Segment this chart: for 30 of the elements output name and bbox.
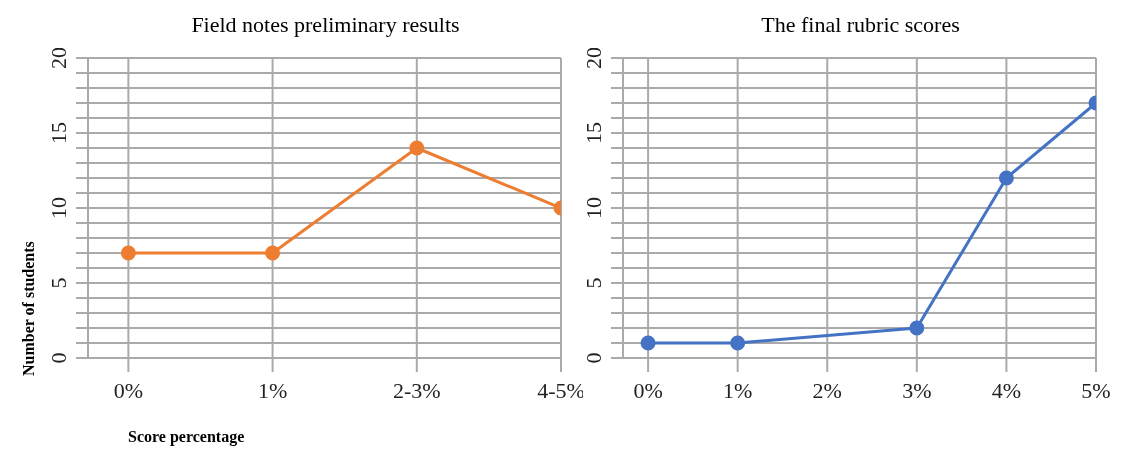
chart-title: The final rubric scores [760,12,961,38]
x-axis-title: Score percentage [128,428,245,446]
x-tick-label: 1% [257,377,288,403]
point [640,335,656,351]
x-tick-label: 2-3% [392,377,441,403]
point [265,245,281,261]
y-tick-label: 20 [46,47,71,69]
point [409,140,425,156]
y-tick-label: 0 [46,352,71,364]
y-tick-label: 15 [581,122,606,144]
x-tick-label: 4% [991,377,1022,403]
x-tick-label: 0% [113,377,144,403]
x-tick-label: 5% [1081,377,1111,403]
y-tick-label: 5 [581,277,606,289]
y-tick-label: 20 [581,47,606,69]
x-tick-label: 1% [723,377,753,403]
x-tick-label: 2% [812,377,842,403]
y-tick-label: 5 [46,277,71,289]
x-tick-label: 0% [633,377,663,403]
y-tick-label: 15 [46,122,71,144]
y-axis-title: Number of students [20,241,38,376]
x-tick-label: 3% [902,377,932,403]
point [730,335,746,351]
y-tick-label: 0 [581,352,606,364]
point [998,170,1014,186]
point [909,320,925,336]
y-tick-label: 10 [46,197,71,219]
point [120,245,136,261]
chart-title: Field notes preliminary results [190,12,461,38]
y-tick-label: 10 [581,197,606,219]
